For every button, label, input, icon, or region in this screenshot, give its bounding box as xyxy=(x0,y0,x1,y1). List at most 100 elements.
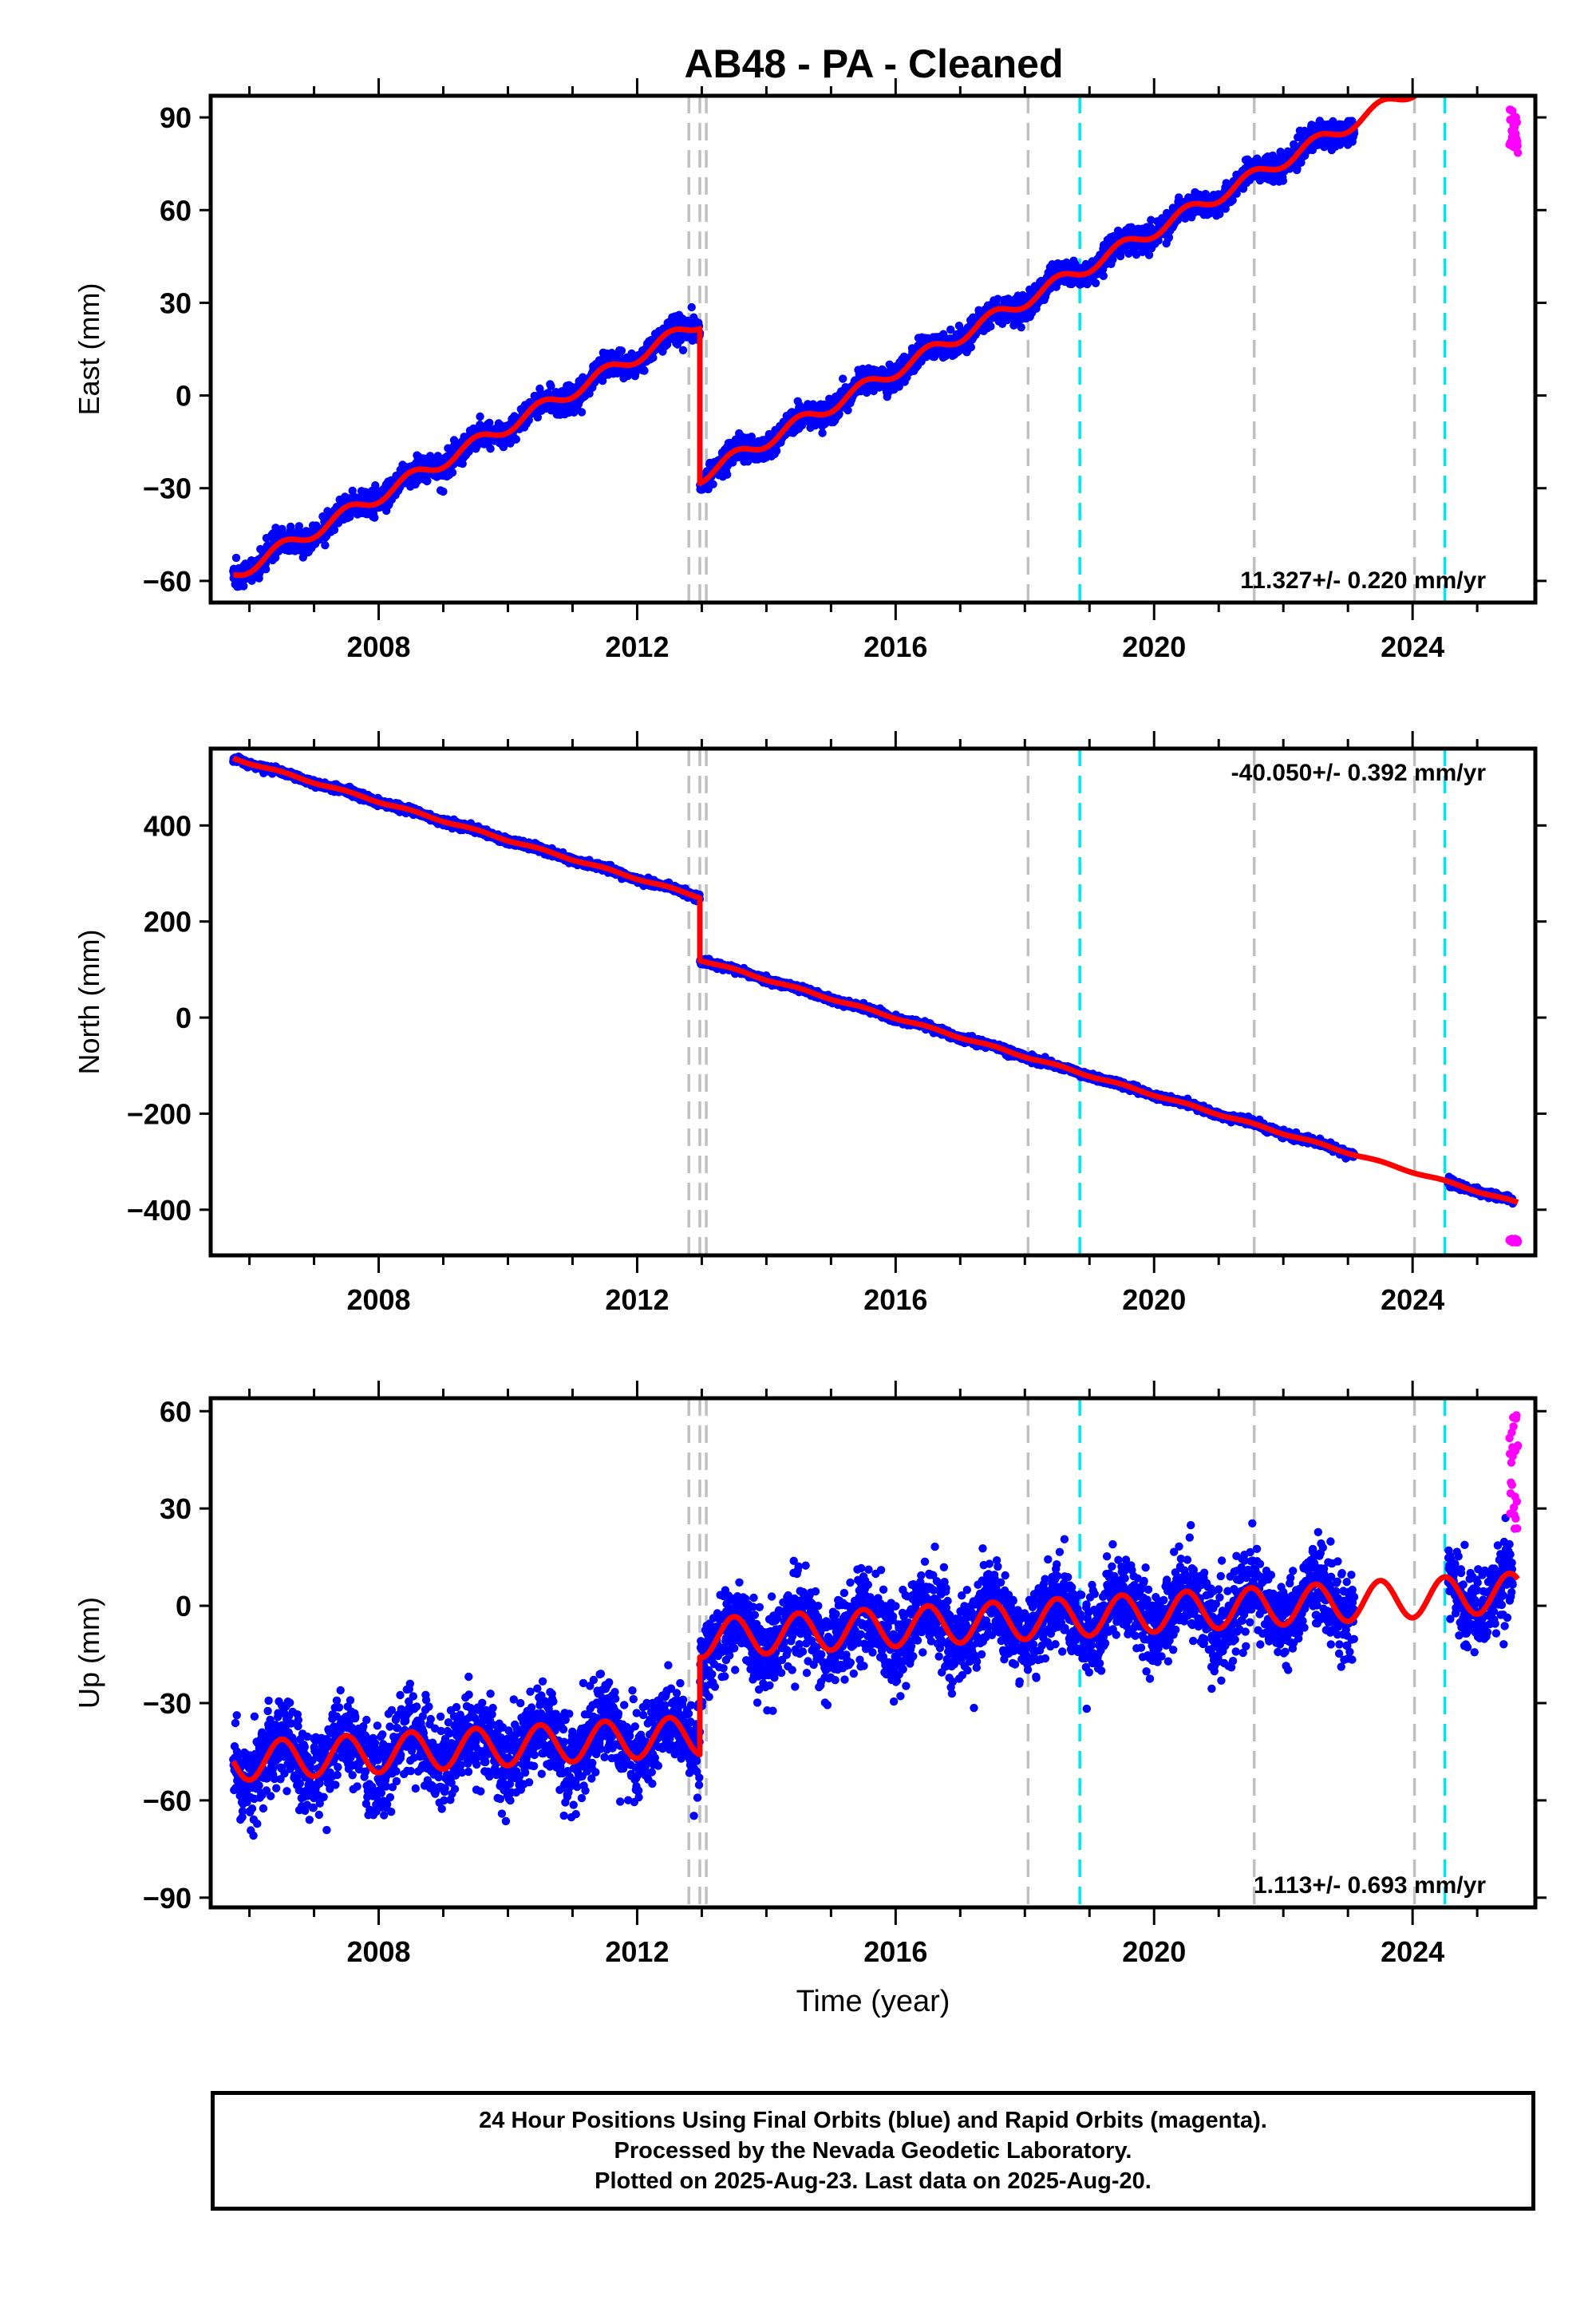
data-point xyxy=(1448,57,1456,65)
data-point xyxy=(1460,47,1468,55)
data-point xyxy=(1483,64,1491,72)
data-point xyxy=(1452,65,1460,73)
data-point xyxy=(1495,38,1503,45)
velocity-label: 11.327+/- 0.220 mm/yr xyxy=(1240,567,1486,594)
data-point xyxy=(1504,28,1512,36)
data-point xyxy=(1492,35,1500,43)
data-point xyxy=(1487,44,1495,52)
data-point xyxy=(1489,53,1497,61)
data-point xyxy=(1497,18,1505,26)
data-point xyxy=(1483,49,1491,57)
data-point xyxy=(371,481,380,490)
data-point xyxy=(1487,49,1495,57)
data-point xyxy=(1484,51,1492,59)
data-point xyxy=(1472,69,1480,77)
data-point xyxy=(1508,34,1516,41)
data-point xyxy=(1493,49,1501,57)
data-point xyxy=(1458,65,1466,73)
data-point xyxy=(1488,45,1496,53)
data-point xyxy=(1477,57,1485,65)
data-point xyxy=(1446,61,1454,69)
data-point xyxy=(1461,66,1469,74)
data-point xyxy=(1457,53,1465,61)
data-point xyxy=(1448,58,1456,66)
data-point xyxy=(1508,30,1516,38)
data-point xyxy=(1091,279,1100,287)
data-point xyxy=(1480,54,1488,62)
data-point xyxy=(1473,60,1481,68)
data-point xyxy=(843,405,852,415)
data-point xyxy=(1452,62,1460,70)
data-point xyxy=(1464,65,1472,73)
final-orbit-points xyxy=(229,18,1516,591)
data-point xyxy=(1479,61,1487,69)
data-point xyxy=(1473,52,1481,60)
data-point xyxy=(1482,53,1490,61)
data-point xyxy=(1465,51,1473,59)
data-point xyxy=(1490,47,1498,55)
data-point xyxy=(1464,53,1472,61)
x-tick-label: 2016 xyxy=(863,630,927,663)
data-point xyxy=(1481,53,1489,61)
data-point xyxy=(370,513,379,522)
data-point xyxy=(1453,70,1461,78)
data-point xyxy=(1444,61,1452,69)
rapid-data-point xyxy=(1512,118,1522,127)
data-point xyxy=(1493,48,1501,56)
data-point xyxy=(1496,44,1504,52)
data-point xyxy=(547,381,555,390)
data-point xyxy=(1499,33,1507,41)
data-point xyxy=(1487,38,1495,45)
data-point xyxy=(1445,57,1453,65)
data-point xyxy=(723,470,732,479)
data-point xyxy=(1464,57,1472,65)
x-tick-label: 2008 xyxy=(346,630,410,663)
data-point xyxy=(1491,38,1499,45)
data-point xyxy=(1467,69,1475,77)
x-tick-label: 2020 xyxy=(1122,630,1186,663)
data-point xyxy=(1483,59,1491,67)
data-point xyxy=(1491,34,1499,42)
data-point xyxy=(1479,53,1487,61)
data-point xyxy=(1464,51,1472,59)
data-point xyxy=(1278,176,1288,185)
data-point xyxy=(1508,28,1516,36)
data-point xyxy=(835,409,843,418)
data-point xyxy=(1447,43,1455,51)
data-point xyxy=(1499,30,1507,38)
event-lines xyxy=(687,749,1447,1255)
data-point xyxy=(1449,50,1457,58)
data-point xyxy=(1463,58,1471,66)
data-point xyxy=(1017,323,1025,332)
data-point xyxy=(1460,61,1468,69)
data-point xyxy=(1462,62,1470,70)
data-point xyxy=(1452,56,1460,64)
event-lines xyxy=(687,96,1447,603)
data-point xyxy=(1493,39,1501,47)
data-point xyxy=(1466,62,1474,70)
data-point xyxy=(1469,57,1477,65)
y-tick-label: 30 xyxy=(160,287,192,319)
data-point xyxy=(1456,64,1464,72)
data-point xyxy=(1503,29,1511,37)
data-point xyxy=(1495,37,1503,45)
data-point xyxy=(1476,58,1483,66)
data-point xyxy=(1457,61,1465,69)
data-point xyxy=(1448,65,1456,73)
data-point xyxy=(1470,60,1478,68)
data-point xyxy=(818,429,827,437)
data-point xyxy=(1476,55,1484,63)
data-point xyxy=(1507,31,1515,39)
data-point xyxy=(1460,55,1468,63)
y-tick-label: −60 xyxy=(143,565,192,598)
data-point xyxy=(1456,60,1464,68)
data-point xyxy=(1506,27,1514,35)
data-point xyxy=(946,325,955,334)
data-point xyxy=(1466,66,1474,74)
data-point xyxy=(687,302,696,312)
data-point xyxy=(1448,46,1456,54)
y-tick-label: −30 xyxy=(143,472,192,505)
data-point xyxy=(1451,53,1459,61)
data-point xyxy=(1499,30,1507,38)
